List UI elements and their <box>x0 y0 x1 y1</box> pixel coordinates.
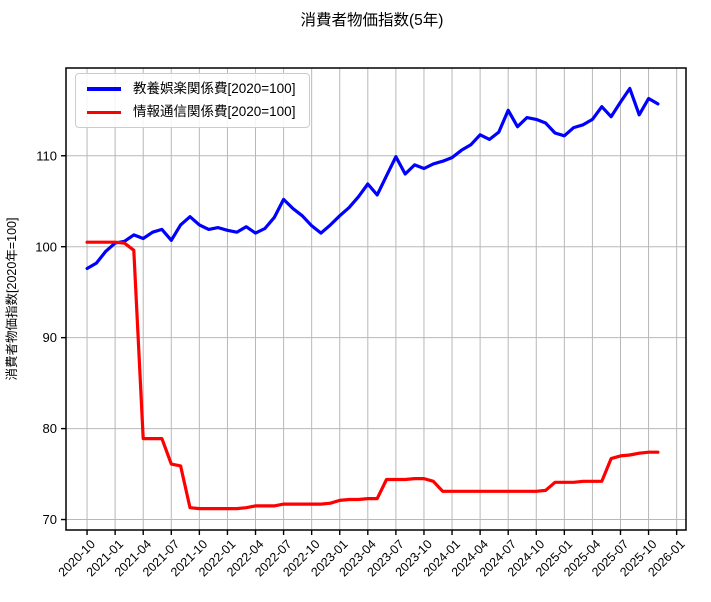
y-tick-label: 110 <box>36 148 57 163</box>
legend: 教養娯楽関係費[2020=100] 情報通信関係費[2020=100] <box>75 73 311 129</box>
plot-area: 2020-102021-012021-042021-072021-102022-… <box>35 67 688 579</box>
y-tick-label: 100 <box>35 239 57 254</box>
y-tick-label: 70 <box>43 512 57 527</box>
y-tick-label: 90 <box>43 330 57 345</box>
blue-line-swatch <box>87 87 121 91</box>
recreation-cpi-line <box>85 86 660 271</box>
y-axis-label: 消費者物価指数[2020年=100] <box>4 218 19 381</box>
legend-item-communication: 情報通信関係費[2020=100] <box>87 104 295 120</box>
legend-label-recreation: 教養娯楽関係費[2020=100] <box>133 81 296 96</box>
communication-cpi-line <box>85 240 660 511</box>
y-tick-label: 80 <box>43 421 57 436</box>
red-line-swatch <box>87 110 121 115</box>
legend-item-recreation: 教養娯楽関係費[2020=100] <box>87 81 295 97</box>
legend-label-communication: 情報通信関係費[2020=100] <box>133 104 296 120</box>
axes-frame <box>65 67 687 531</box>
chart-title: 消費者物価指数(5年) <box>301 11 444 29</box>
